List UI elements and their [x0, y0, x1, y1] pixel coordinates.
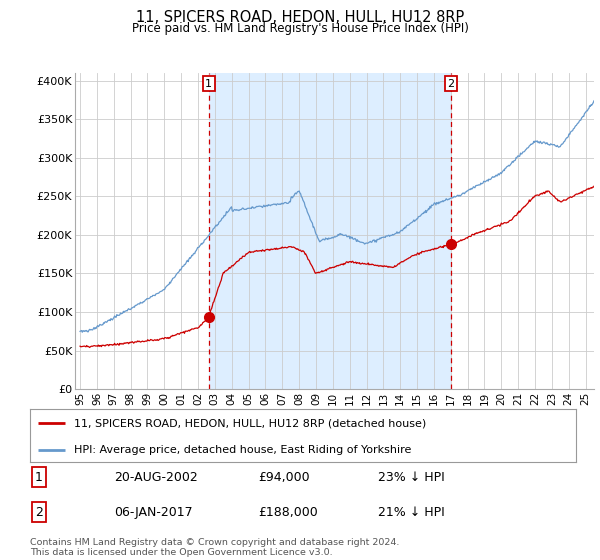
Bar	[209, 73, 451, 389]
Text: Price paid vs. HM Land Registry's House Price Index (HPI): Price paid vs. HM Land Registry's House …	[131, 22, 469, 35]
Text: 23% ↓ HPI: 23% ↓ HPI	[378, 470, 445, 484]
Text: Contains HM Land Registry data © Crown copyright and database right 2024.
This d: Contains HM Land Registry data © Crown c…	[30, 538, 400, 557]
Text: 06-JAN-2017: 06-JAN-2017	[114, 506, 193, 519]
Text: £188,000: £188,000	[258, 506, 318, 519]
Text: 11, SPICERS ROAD, HEDON, HULL, HU12 8RP: 11, SPICERS ROAD, HEDON, HULL, HU12 8RP	[136, 10, 464, 25]
Text: 1: 1	[205, 78, 212, 88]
Text: 1: 1	[35, 470, 43, 484]
Text: HPI: Average price, detached house, East Riding of Yorkshire: HPI: Average price, detached house, East…	[74, 445, 411, 455]
Text: £94,000: £94,000	[258, 470, 310, 484]
Text: 21% ↓ HPI: 21% ↓ HPI	[378, 506, 445, 519]
Text: 2: 2	[448, 78, 455, 88]
Text: 20-AUG-2002: 20-AUG-2002	[114, 470, 198, 484]
Text: 2: 2	[35, 506, 43, 519]
Text: 11, SPICERS ROAD, HEDON, HULL, HU12 8RP (detached house): 11, SPICERS ROAD, HEDON, HULL, HU12 8RP …	[74, 418, 426, 428]
